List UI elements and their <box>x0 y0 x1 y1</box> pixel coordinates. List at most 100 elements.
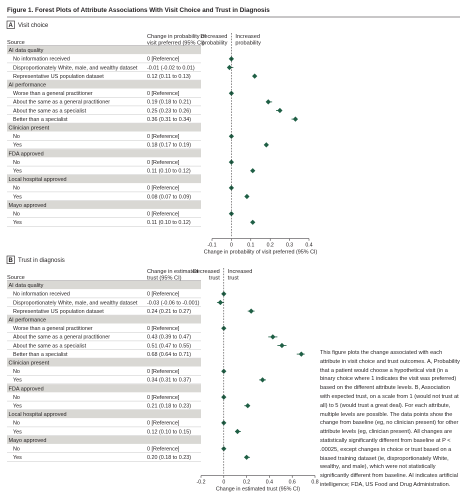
row-estimate-text: 0 [Reference] <box>147 326 180 332</box>
row-estimate-text: 0.21 (0.18 to 0.23) <box>147 404 191 410</box>
x-tick-label: 0.2 <box>243 480 250 486</box>
row-label: Yes <box>13 194 22 200</box>
group-header-bar <box>7 410 201 419</box>
row-estimate-text: 0.34 (0.31 to 0.37) <box>147 378 191 384</box>
row-label: Yes <box>13 404 22 410</box>
decreased-direction-label: probability <box>202 40 228 46</box>
source-header: Source <box>7 40 25 46</box>
increased-direction-label: probability <box>235 40 261 46</box>
estimate-point <box>245 403 251 409</box>
group-label: Mayo approved <box>9 438 47 444</box>
row-estimate-text: 0.18 (0.17 to 0.19) <box>147 143 191 149</box>
row-estimate-text: 0.12 (0.10 to 0.15) <box>147 429 191 435</box>
estimate-point <box>270 334 276 340</box>
group-label: AI data quality <box>9 48 44 54</box>
row-label: Yes <box>13 429 22 435</box>
x-tick-label: 0.8 <box>311 480 318 486</box>
estimate-point <box>244 454 250 460</box>
x-tick-label: 0.4 <box>305 243 312 249</box>
panel-a-visit-choice: A Visit choice Source Change in probability… <box>6 20 318 256</box>
row-estimate-text: 0 [Reference] <box>147 369 180 375</box>
panel-title: Trust in diagnosis <box>18 258 65 264</box>
group-header-bar <box>7 175 201 184</box>
group-header-bar <box>7 435 201 444</box>
estimate-point <box>250 168 256 174</box>
increased-direction-label: Increased <box>235 34 260 40</box>
x-axis-label: Change in estimated trust (95% CI) <box>216 487 300 493</box>
row-label: Yes <box>13 378 22 384</box>
estimate-point <box>252 73 258 79</box>
x-tick-label: 0.1 <box>247 243 254 249</box>
row-estimate-text: 0 [Reference] <box>147 395 180 401</box>
row-estimate-text: 0.25 (0.23 to 0.26) <box>147 108 191 114</box>
row-label: No <box>13 421 20 427</box>
estimate-point <box>226 64 233 71</box>
increased-direction-label: trust <box>228 275 239 281</box>
row-estimate-text: 0 [Reference] <box>147 160 180 166</box>
row-label: Disproportionately White, male, and weal… <box>13 300 138 306</box>
row-estimate-text: 0.68 (0.64 to 0.71) <box>147 352 191 358</box>
panel-title: Visit choice <box>18 23 49 29</box>
estimate-point <box>244 193 250 200</box>
estimate-point <box>248 308 254 314</box>
row-estimate-text: 0 [Reference] <box>147 212 180 218</box>
group-header-bar <box>7 200 201 209</box>
decreased-direction-label: Decreased <box>200 34 227 40</box>
estimate-header: Change in probability of <box>147 34 206 40</box>
row-label: No <box>13 134 20 140</box>
row-label: No <box>13 186 20 192</box>
row-label: No <box>13 160 20 166</box>
row-label: Disproportionately White, male, and weal… <box>13 65 138 71</box>
group-label: Clinician present <box>9 126 50 132</box>
x-tick-label: 0.3 <box>286 243 293 249</box>
estimate-point <box>250 219 256 225</box>
row-label: Yes <box>13 220 22 226</box>
x-tick-label: 0.4 <box>266 480 273 486</box>
row-label: Yes <box>13 169 22 175</box>
group-label: AI performance <box>9 83 47 89</box>
estimate-header: trust (95% CI) <box>147 275 182 281</box>
row-label: No information received <box>13 292 70 298</box>
row-label: About the same as a specialist <box>13 343 87 349</box>
row-estimate-text: 0.36 (0.31 to 0.34) <box>147 117 191 123</box>
group-label: AI data quality <box>9 283 44 289</box>
decreased-direction-label: Decreased <box>193 269 220 275</box>
source-header: Source <box>7 275 25 281</box>
group-label: Mayo approved <box>9 203 47 209</box>
group-header-bar <box>7 384 201 393</box>
x-axis-label: Change in probability of visit preferred… <box>204 250 318 256</box>
x-tick-label: 0 <box>230 243 233 249</box>
group-label: Clinician present <box>9 361 50 367</box>
group-header-bar <box>7 358 201 367</box>
x-tick-label: 0.2 <box>267 243 274 249</box>
row-estimate-text: 0.20 (0.18 to 0.23) <box>147 455 191 461</box>
group-label: Local hospital approved <box>9 177 67 183</box>
row-estimate-text: 0.24 (0.21 to 0.27) <box>147 309 191 315</box>
row-estimate-text: 0.11 (0.10 to 0.12) <box>147 220 191 226</box>
estimate-point <box>259 377 266 383</box>
estimate-point <box>298 351 304 357</box>
row-label: Representative US population dataset <box>13 309 104 315</box>
row-estimate-text: -0.03 (-0.06 to -0.001) <box>147 300 200 306</box>
row-estimate-text: 0.11 (0.10 to 0.12) <box>147 169 191 175</box>
row-estimate-text: 0 [Reference] <box>147 421 180 427</box>
estimate-point <box>221 368 227 374</box>
row-label: Representative US population dataset <box>13 74 104 80</box>
row-estimate-text: 0.19 (0.18 to 0.21) <box>147 100 191 106</box>
estimate-point <box>217 299 223 306</box>
row-label: No <box>13 447 20 453</box>
x-tick-label: 0 <box>222 480 225 486</box>
estimate-header: visit preferred (95% CI) <box>147 40 205 46</box>
row-label: No <box>13 395 20 401</box>
row-label: Better than a specialist <box>13 352 68 358</box>
panel-label-box <box>6 20 15 29</box>
estimate-point <box>279 342 285 349</box>
figure-caption: This figure plots the change associated … <box>320 350 460 488</box>
group-header-bar <box>7 281 201 290</box>
panel-b-trust-in-diagnosis: B Trust in diagnosis Source Change in estim… <box>6 255 319 493</box>
x-tick-label: -0.2 <box>197 480 206 486</box>
group-label: FDA approved <box>9 151 44 157</box>
x-tick-label: -0.1 <box>208 243 217 249</box>
group-label: Local hospital approved <box>9 412 67 418</box>
group-header-bar <box>7 123 201 132</box>
